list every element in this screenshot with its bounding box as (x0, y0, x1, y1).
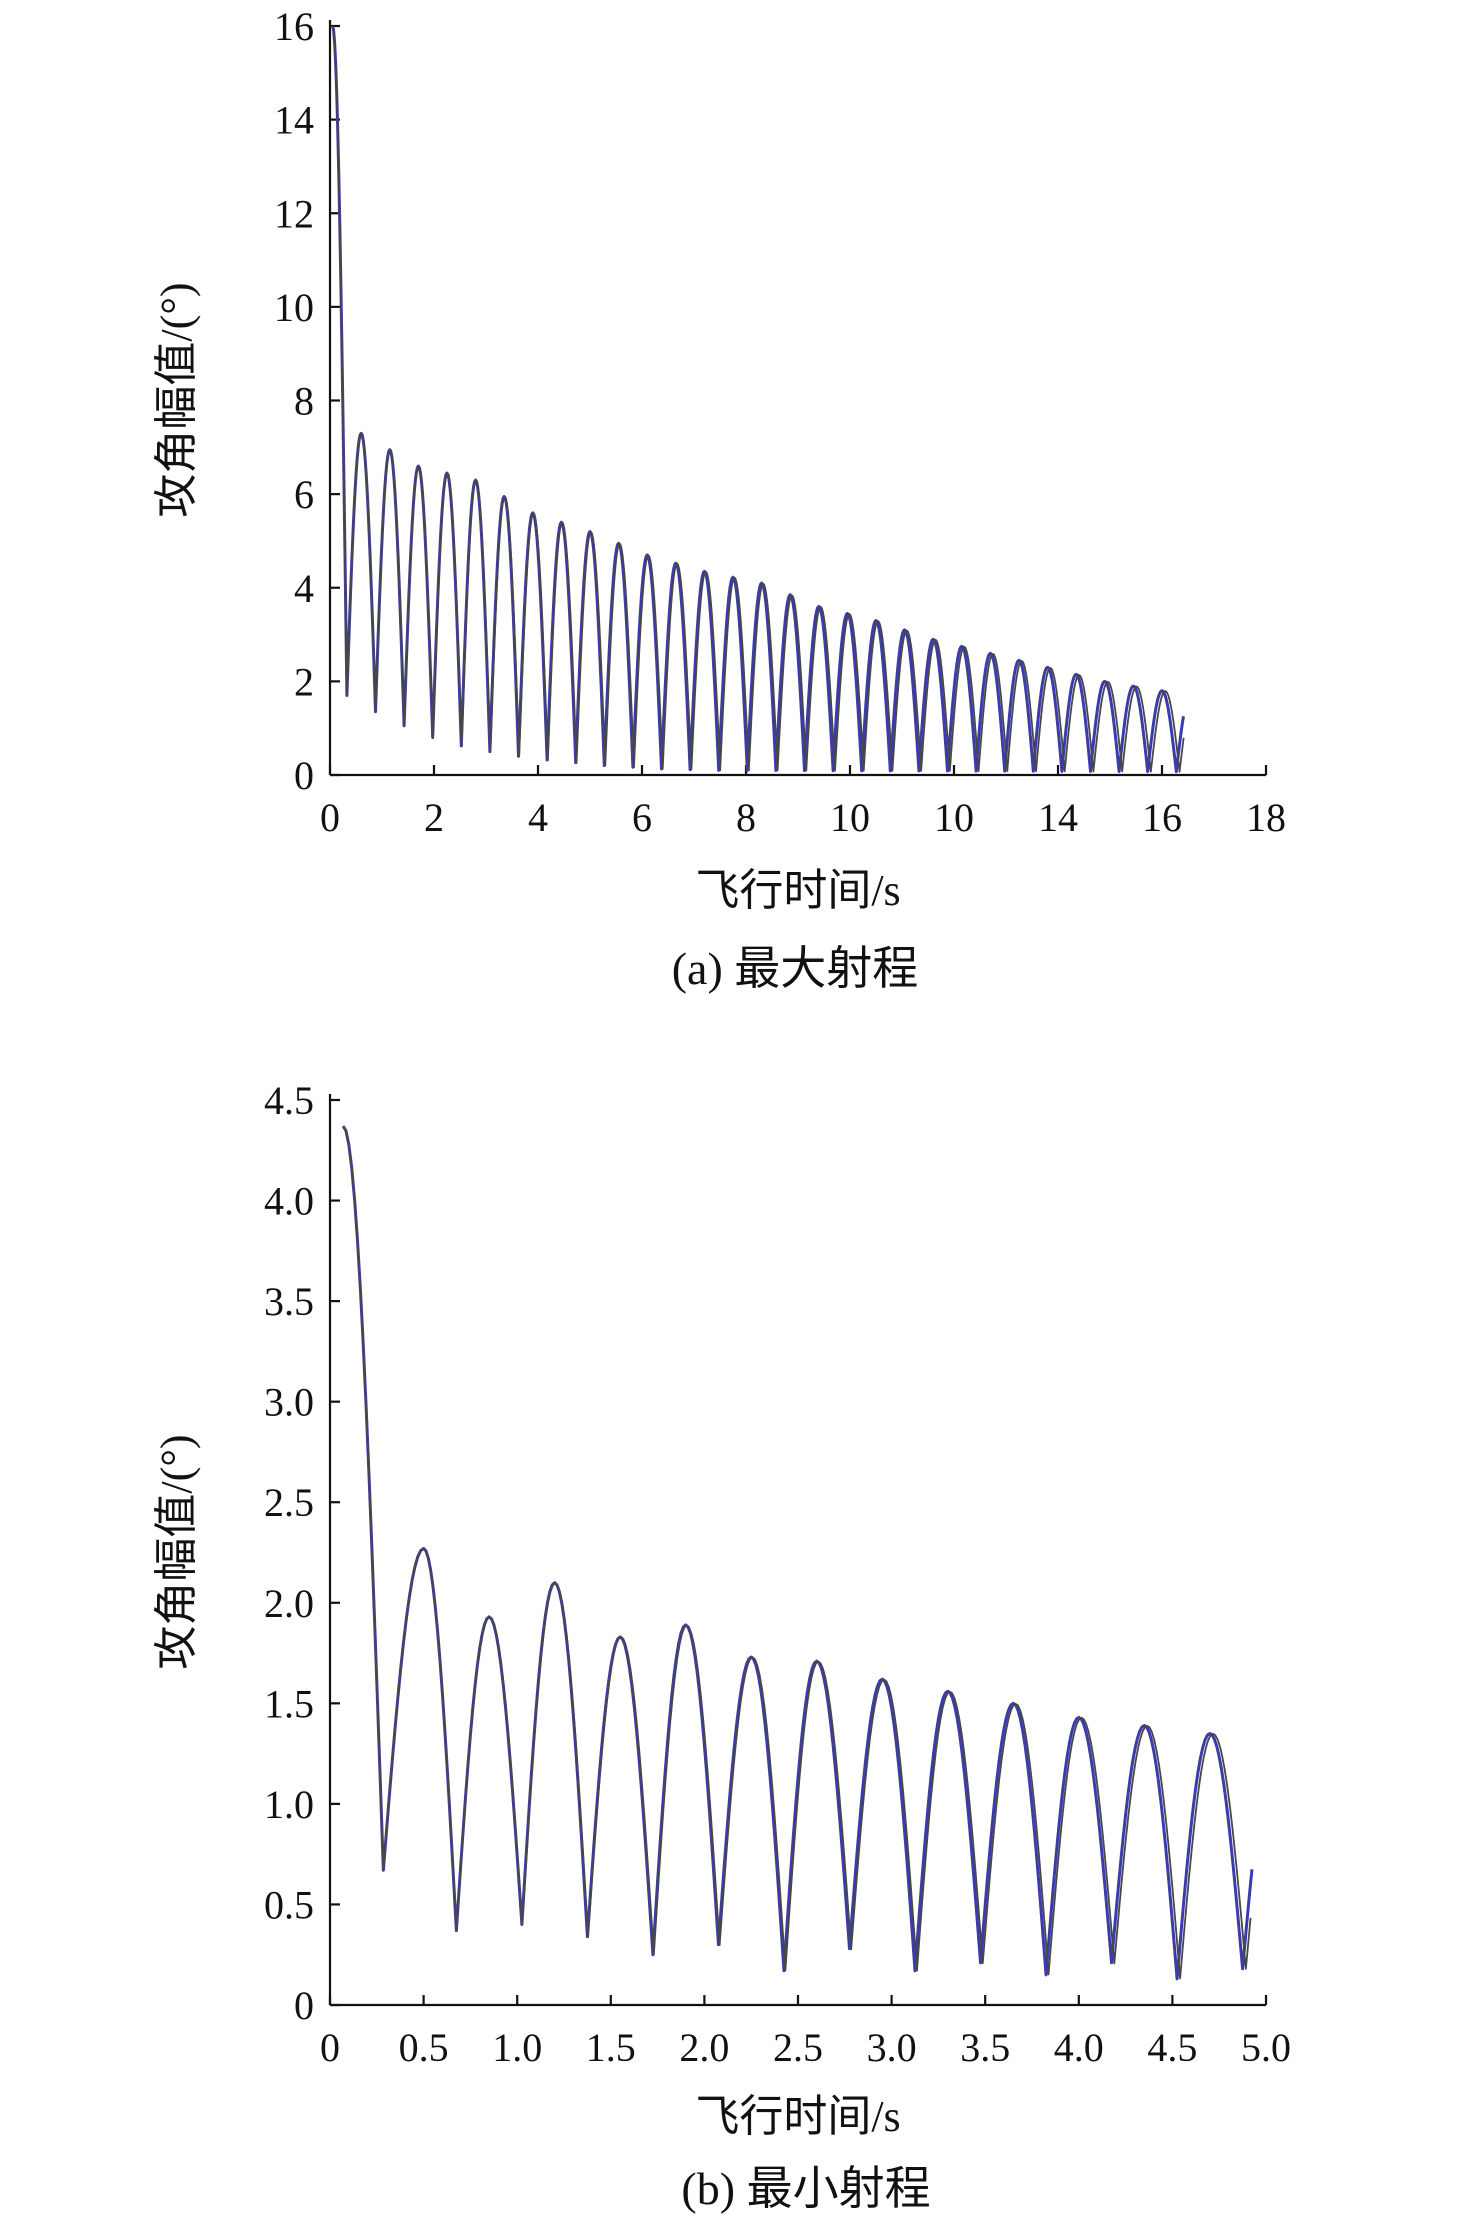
svg-text:4.0: 4.0 (1054, 2025, 1104, 2070)
chart-a-series-blue (331, 25, 1185, 774)
svg-text:6: 6 (632, 795, 652, 840)
svg-text:5.0: 5.0 (1241, 2025, 1291, 2070)
svg-text:0.5: 0.5 (264, 1882, 314, 1927)
svg-text:0: 0 (294, 753, 314, 798)
svg-text:3.5: 3.5 (264, 1279, 314, 1324)
svg-text:8: 8 (736, 795, 756, 840)
chart-b-caption: (b) 最小射程 (681, 2163, 931, 2214)
svg-text:1.0: 1.0 (264, 1782, 314, 1827)
svg-text:16: 16 (1142, 795, 1182, 840)
svg-text:10: 10 (934, 795, 974, 840)
svg-text:4: 4 (294, 566, 314, 611)
chart-a-plot: 0 2 4 6 8 10 10 14 16 18 0 2 4 6 8 10 12 14 16 (274, 4, 1286, 840)
svg-text:4.0: 4.0 (264, 1179, 314, 1224)
chart-b-plot: 0 0.5 1.0 1.5 2.0 2.5 3.0 3.5 4.0 4.5 5.0 0 0.5 1.0 1.… (264, 1078, 1291, 2070)
chart-b-series-dark (342, 1125, 1252, 1980)
svg-text:2.0: 2.0 (679, 2025, 729, 2070)
svg-text:8: 8 (294, 379, 314, 424)
svg-text:2.0: 2.0 (264, 1581, 314, 1626)
chart-b-series-blue (341, 1125, 1254, 1981)
svg-text:1.5: 1.5 (586, 2025, 636, 2070)
svg-text:4: 4 (528, 795, 548, 840)
svg-text:1.0: 1.0 (492, 2025, 542, 2070)
chart-a-y-axis-label: 攻角幅值/(°) (152, 282, 201, 518)
chart-b-y-axis-label: 攻角幅值/(°) (152, 1434, 201, 1670)
svg-text:3.0: 3.0 (867, 2025, 917, 2070)
svg-text:12: 12 (274, 191, 314, 236)
svg-text:4.5: 4.5 (264, 1078, 314, 1123)
svg-text:2: 2 (424, 795, 444, 840)
svg-text:0: 0 (320, 2025, 340, 2070)
svg-text:16: 16 (274, 4, 314, 49)
svg-text:1.5: 1.5 (264, 1681, 314, 1726)
svg-text:10: 10 (830, 795, 870, 840)
svg-text:6: 6 (294, 472, 314, 517)
chart-a-series-dark (331, 25, 1185, 773)
chart-a-x-axis-label: 飞行时间/s (695, 866, 901, 915)
svg-text:0: 0 (294, 1983, 314, 2028)
svg-text:0.5: 0.5 (399, 2025, 449, 2070)
chart-b-x-axis-label: 飞行时间/s (695, 2092, 901, 2141)
svg-text:0: 0 (320, 795, 340, 840)
svg-text:14: 14 (1038, 795, 1078, 840)
svg-text:3.0: 3.0 (264, 1380, 314, 1425)
svg-text:2: 2 (294, 659, 314, 704)
svg-text:2.5: 2.5 (264, 1480, 314, 1525)
svg-text:14: 14 (274, 98, 314, 143)
svg-text:2.5: 2.5 (773, 2025, 823, 2070)
svg-text:4.5: 4.5 (1147, 2025, 1197, 2070)
svg-text:3.5: 3.5 (960, 2025, 1010, 2070)
svg-text:10: 10 (274, 285, 314, 330)
chart-a-caption: (a) 最大射程 (671, 943, 919, 994)
svg-text:18: 18 (1246, 795, 1286, 840)
